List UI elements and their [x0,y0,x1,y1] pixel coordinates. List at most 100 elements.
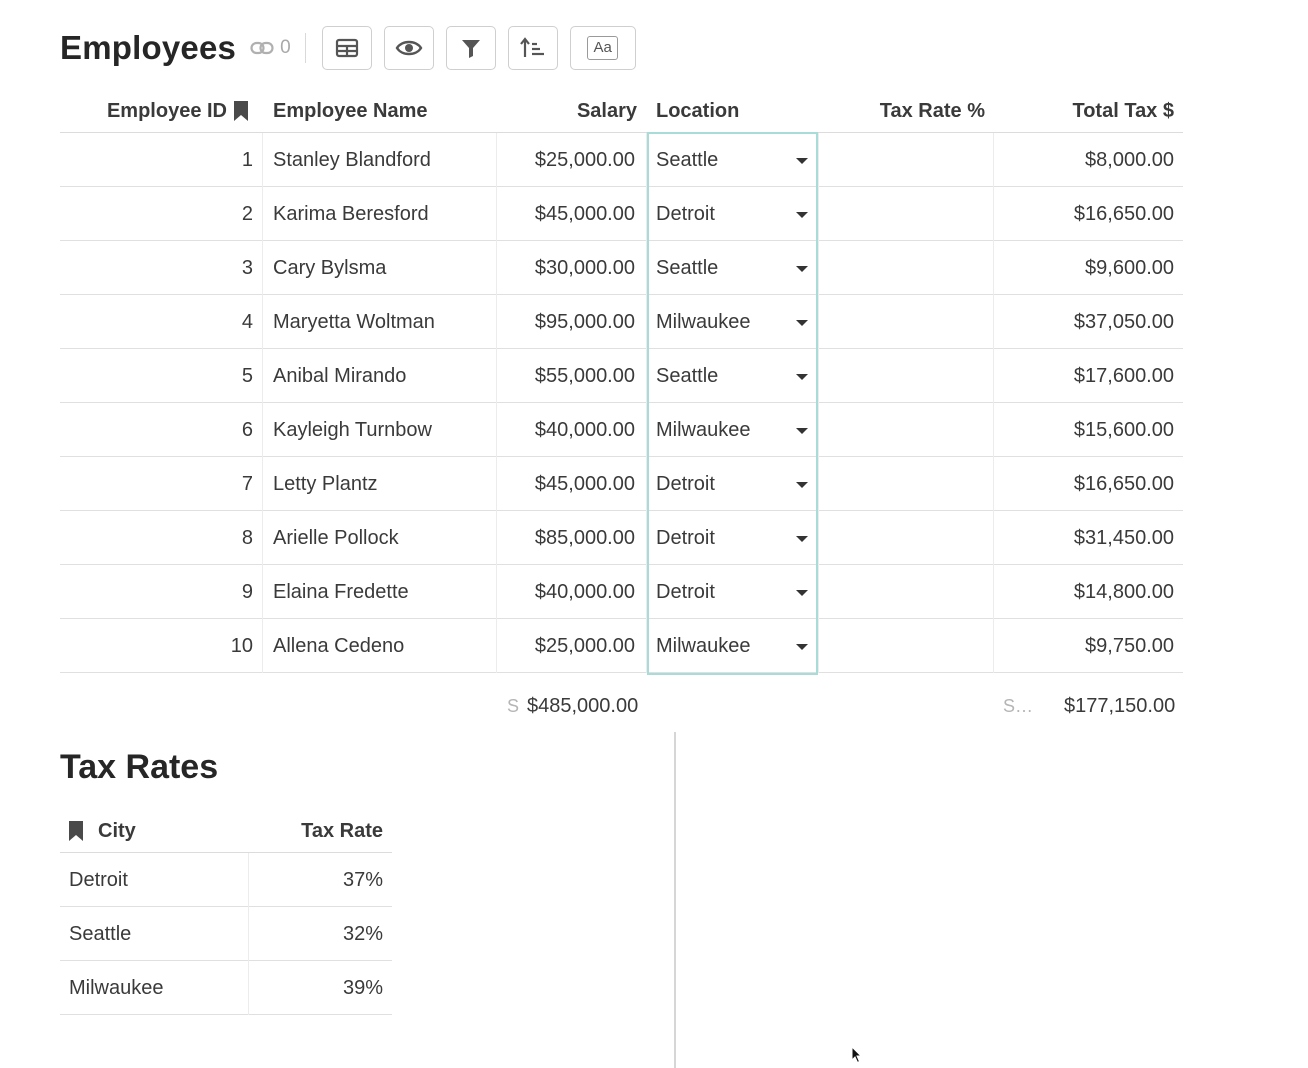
column-header-employee-name[interactable]: Employee Name [273,90,493,132]
salary-cell[interactable]: $25,000.00 [498,133,637,187]
table-row[interactable]: 6 Kayleigh Turnbow $40,000.00 Milwaukee $15,… [60,403,1183,457]
total-tax-cell[interactable]: $9,600.00 [995,241,1183,295]
employee-id-cell[interactable]: 8 [60,511,261,565]
employee-name-cell[interactable]: Arielle Pollock [264,511,496,565]
employee-id-cell[interactable]: 3 [60,241,261,295]
salary-summary-label[interactable]: S [507,696,520,716]
column-header-salary[interactable]: Salary [497,90,637,132]
employee-id-cell[interactable]: 4 [60,295,261,349]
total-tax-cell[interactable]: $14,800.00 [995,565,1183,619]
location-cell[interactable]: Seattle [648,241,818,295]
employee-name-cell[interactable]: Allena Cedeno [264,619,496,673]
total-tax-cell[interactable]: $31,450.00 [995,511,1183,565]
total-tax-cell[interactable]: $9,750.00 [995,619,1183,673]
dropdown-arrow-icon[interactable] [796,212,808,218]
employee-id-cell[interactable]: 6 [60,403,261,457]
dropdown-arrow-icon[interactable] [796,374,808,380]
employee-name-cell[interactable]: Anibal Mirando [264,349,496,403]
city-cell[interactable]: Seattle [60,907,248,961]
location-cell[interactable]: Seattle [648,349,818,403]
employee-id-cell[interactable]: 9 [60,565,261,619]
employee-name-cell[interactable]: Maryetta Woltman [264,295,496,349]
section-divider[interactable] [674,732,676,1068]
location-cell[interactable]: Detroit [648,457,818,511]
salary-cell[interactable]: $40,000.00 [498,403,637,457]
dropdown-arrow-icon[interactable] [796,482,808,488]
table-row[interactable]: 4 Maryetta Woltman $95,000.00 Milwaukee $37,… [60,295,1183,349]
total-tax-cell[interactable]: $15,600.00 [995,403,1183,457]
salary-cell[interactable]: $25,000.00 [498,619,637,673]
dropdown-arrow-icon[interactable] [796,590,808,596]
dropdown-arrow-icon[interactable] [796,644,808,650]
total-tax-cell[interactable]: $16,650.00 [995,457,1183,511]
tax-rate-cell[interactable] [819,457,993,511]
table-row[interactable]: 9 Elaina Fredette $40,000.00 Detroit $14,800… [60,565,1183,619]
employee-name-cell[interactable]: Letty Plantz [264,457,496,511]
total-tax-cell[interactable]: $8,000.00 [995,133,1183,187]
table-row[interactable]: Milwaukee 39% [60,961,392,1015]
table-row[interactable]: Detroit 37% [60,853,392,907]
sort-button[interactable] [507,26,558,70]
employee-id-cell[interactable]: 5 [60,349,261,403]
total-tax-cell[interactable]: $16,650.00 [995,187,1183,241]
table-row[interactable]: 7 Letty Plantz $45,000.00 Detroit $16,650.00 [60,457,1183,511]
tax-rate-value-cell[interactable]: 39% [250,961,392,1015]
dropdown-arrow-icon[interactable] [796,266,808,272]
tax-rate-cell[interactable] [819,511,993,565]
location-cell[interactable]: Milwaukee [648,619,818,673]
employee-name-cell[interactable]: Kayleigh Turnbow [264,403,496,457]
visibility-button[interactable] [383,26,434,70]
tax-rate-cell[interactable] [819,241,993,295]
column-header-tax-rate-city[interactable]: Tax Rate [250,810,383,852]
total-tax-cell[interactable]: $17,600.00 [995,349,1183,403]
city-cell[interactable]: Detroit [60,853,248,907]
table-row[interactable]: 10 Allena Cedeno $25,000.00 Milwaukee $9,750… [60,619,1183,673]
tax-rate-cell[interactable] [819,349,993,403]
tax-rate-cell[interactable] [819,133,993,187]
column-header-total-tax[interactable]: Total Tax $ [994,90,1174,132]
total-tax-summary-label[interactable]: S… [1003,696,1034,716]
dropdown-arrow-icon[interactable] [796,428,808,434]
table-row[interactable]: 2 Karima Beresford $45,000.00 Detroit $16,65… [60,187,1183,241]
tax-rate-value-cell[interactable]: 37% [250,853,392,907]
employee-id-cell[interactable]: 10 [60,619,261,673]
link-count[interactable]: 0 [250,37,291,59]
table-row[interactable]: Seattle 32% [60,907,392,961]
location-cell[interactable]: Milwaukee [648,403,818,457]
employee-name-cell[interactable]: Karima Beresford [264,187,496,241]
dropdown-arrow-icon[interactable] [796,158,808,164]
text-style-button[interactable]: Aa [569,26,636,70]
filter-button[interactable] [445,26,496,70]
location-cell[interactable]: Milwaukee [648,295,818,349]
salary-cell[interactable]: $85,000.00 [498,511,637,565]
employee-id-cell[interactable]: 2 [60,187,261,241]
salary-cell[interactable]: $45,000.00 [498,457,637,511]
salary-cell[interactable]: $45,000.00 [498,187,637,241]
tax-rate-cell[interactable] [819,619,993,673]
column-header-location[interactable]: Location [656,90,816,132]
salary-cell[interactable]: $40,000.00 [498,565,637,619]
location-cell[interactable]: Detroit [648,187,818,241]
tax-rate-cell[interactable] [819,295,993,349]
dropdown-arrow-icon[interactable] [796,536,808,542]
salary-cell[interactable]: $55,000.00 [498,349,637,403]
tax-rate-value-cell[interactable]: 32% [250,907,392,961]
column-header-employee-id[interactable]: Employee ID [60,90,249,132]
tax-rate-cell[interactable] [819,403,993,457]
city-cell[interactable]: Milwaukee [60,961,248,1015]
table-row[interactable]: 3 Cary Bylsma $30,000.00 Seattle $9,600.00 [60,241,1183,295]
tax-rate-cell[interactable] [819,187,993,241]
location-cell[interactable]: Detroit [648,565,818,619]
location-cell[interactable]: Detroit [648,511,818,565]
salary-cell[interactable]: $30,000.00 [498,241,637,295]
employee-name-cell[interactable]: Cary Bylsma [264,241,496,295]
table-row[interactable]: 1 Stanley Blandford $25,000.00 Seattle $8,00… [60,133,1183,187]
salary-cell[interactable]: $95,000.00 [498,295,637,349]
layout-button[interactable] [321,26,372,70]
tax-rate-cell[interactable] [819,565,993,619]
dropdown-arrow-icon[interactable] [796,320,808,326]
employee-id-cell[interactable]: 7 [60,457,261,511]
employee-name-cell[interactable]: Elaina Fredette [264,565,496,619]
employee-name-cell[interactable]: Stanley Blandford [264,133,496,187]
table-row[interactable]: 5 Anibal Mirando $55,000.00 Seattle $17,600.… [60,349,1183,403]
